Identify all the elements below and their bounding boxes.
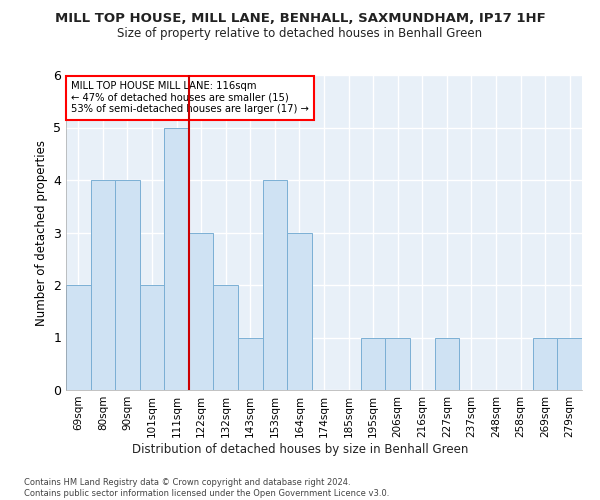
Text: MILL TOP HOUSE MILL LANE: 116sqm
← 47% of detached houses are smaller (15)
53% o: MILL TOP HOUSE MILL LANE: 116sqm ← 47% o… (71, 82, 309, 114)
Y-axis label: Number of detached properties: Number of detached properties (35, 140, 47, 326)
Bar (66, 285, 91, 390)
Text: MILL TOP HOUSE, MILL LANE, BENHALL, SAXMUNDHAM, IP17 1HF: MILL TOP HOUSE, MILL LANE, BENHALL, SAXM… (55, 12, 545, 26)
Bar (263, 180, 287, 390)
Bar (434, 338, 459, 390)
Bar (164, 128, 189, 390)
Bar (533, 338, 557, 390)
Bar (238, 338, 263, 390)
Bar (115, 180, 140, 390)
Text: Size of property relative to detached houses in Benhall Green: Size of property relative to detached ho… (118, 28, 482, 40)
Bar (189, 232, 214, 390)
Text: Contains HM Land Registry data © Crown copyright and database right 2024.
Contai: Contains HM Land Registry data © Crown c… (24, 478, 389, 498)
Bar (214, 285, 238, 390)
Bar (557, 338, 582, 390)
Bar (361, 338, 385, 390)
Bar (385, 338, 410, 390)
Bar (91, 180, 115, 390)
Text: Distribution of detached houses by size in Benhall Green: Distribution of detached houses by size … (132, 442, 468, 456)
Bar (140, 285, 164, 390)
Bar (287, 232, 312, 390)
